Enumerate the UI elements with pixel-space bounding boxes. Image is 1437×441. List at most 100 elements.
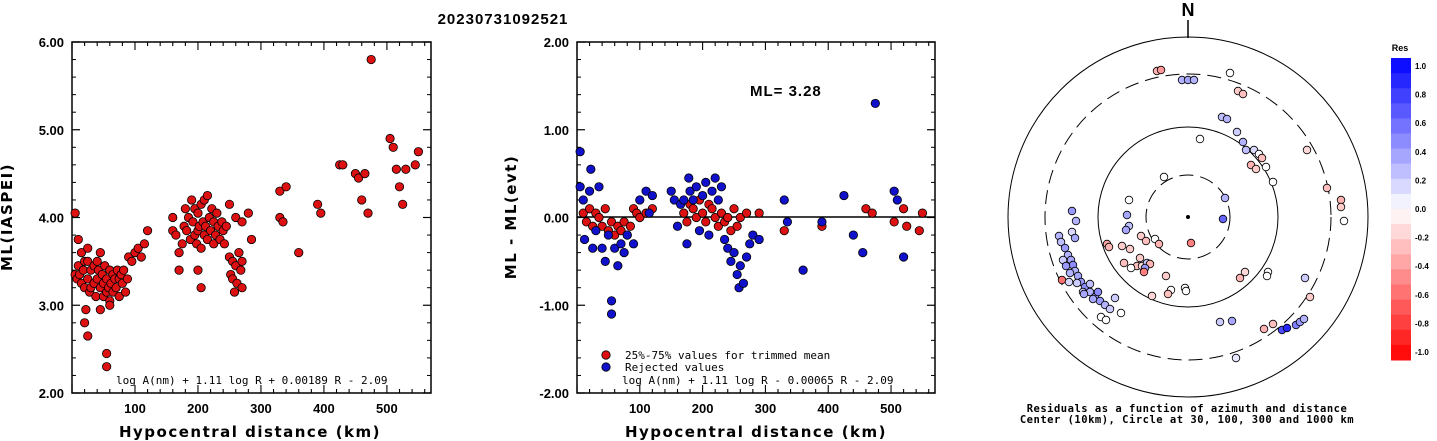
y-tick-label: 4.00 (39, 211, 64, 226)
rejected-point (839, 190, 849, 201)
data-point (102, 362, 112, 372)
residual-point (1305, 292, 1315, 302)
ml-annotation: ML= 3.28 (750, 83, 822, 100)
colorbar-swatch (1391, 299, 1411, 316)
rejected-point (594, 182, 604, 192)
rejected-point (613, 261, 623, 271)
data-point (707, 204, 717, 214)
data-point (735, 212, 745, 223)
panel-azimuth-residuals: N Residuals as a function of azimuth and… (1007, 0, 1369, 426)
residual-point (1159, 172, 1169, 182)
rejected-point (682, 239, 692, 249)
data-point (243, 208, 253, 218)
residual-point (1232, 127, 1242, 137)
data-point (616, 226, 626, 236)
residual-point (1088, 294, 1098, 304)
data-point (111, 283, 121, 293)
data-point (221, 221, 231, 231)
rejected-point (666, 186, 676, 196)
data-point (234, 248, 244, 258)
residual-point (1116, 308, 1126, 318)
data-point (237, 217, 247, 227)
residual-point (1101, 315, 1111, 325)
data-point (70, 208, 80, 218)
data-point (202, 234, 213, 245)
legend-marker-rejected (601, 362, 611, 372)
rejected-point (748, 230, 758, 240)
data-point (357, 195, 367, 205)
colorbar-swatches (1391, 58, 1411, 361)
data-point (914, 226, 924, 236)
panel1-formula: log A(nm) + 1.11 log R + 0.00189 R - 2.0… (116, 374, 388, 387)
residual-point (1181, 286, 1191, 296)
residual-point (1119, 258, 1129, 268)
residual-point (1220, 193, 1230, 203)
colorbar-title: Res (1392, 43, 1409, 53)
data-point (597, 221, 607, 231)
rejected-point (619, 248, 629, 258)
residual-point (1189, 75, 1199, 85)
data-point (294, 248, 304, 258)
colorbar-swatch (1391, 284, 1411, 301)
residual-point (1195, 134, 1205, 144)
data-point (193, 265, 203, 275)
colorbar-tick-label: -0.2 (1415, 234, 1429, 243)
residual-point (1238, 89, 1248, 99)
colorbar-swatch (1391, 269, 1411, 285)
residual-point (1257, 153, 1267, 163)
y-tick-label: 1.00 (544, 123, 569, 138)
rejected-point (701, 177, 711, 187)
residual-point (1299, 314, 1309, 324)
data-point (391, 164, 401, 174)
data-point (224, 199, 235, 209)
residual-point (1072, 278, 1082, 288)
data-point (754, 208, 764, 218)
data-point (83, 243, 93, 253)
rejected-point (745, 239, 755, 249)
data-point (729, 204, 739, 214)
panel2-x-axis: 100 200 300 400 500 (576, 42, 930, 416)
data-point (625, 221, 635, 231)
data-point (142, 226, 153, 236)
rejected-point (735, 261, 745, 271)
residual-point (1056, 237, 1066, 247)
colorbar-swatch (1391, 314, 1411, 331)
panel1-frame (71, 41, 432, 394)
rejected-point (579, 234, 590, 245)
rejected-point (610, 243, 620, 253)
data-point (394, 182, 405, 192)
data-point (578, 208, 588, 218)
rejected-point (694, 226, 705, 236)
colorbar-swatch (1391, 193, 1411, 210)
data-point (917, 208, 928, 218)
colorbar-swatch (1391, 329, 1411, 346)
data-point (679, 208, 689, 218)
rejected-point (817, 217, 827, 227)
rejected-point (586, 164, 596, 174)
data-point (188, 217, 198, 227)
data-point (133, 243, 143, 253)
rejected-point (691, 182, 701, 192)
data-point (119, 265, 129, 275)
rejected-point (889, 186, 899, 196)
data-point (237, 256, 247, 266)
data-point (196, 243, 206, 253)
data-point (83, 274, 93, 284)
panel2-points (575, 98, 928, 319)
panel2-xlabel: Hypocentral distance (km) (625, 423, 887, 441)
colorbar-tick-label: 0.4 (1415, 148, 1427, 157)
rejected-point (600, 256, 610, 266)
y-tick-label: -2.00 (539, 386, 569, 401)
legend-marker-trimmed (601, 350, 611, 360)
data-point (600, 204, 610, 214)
rejected-point (591, 226, 601, 236)
colorbar-tick-label: 0.8 (1415, 91, 1427, 100)
residual-point (1060, 243, 1070, 253)
data-point (360, 169, 370, 179)
residual-point (1147, 291, 1157, 301)
residual-point (1251, 164, 1261, 174)
colorbar-swatch (1391, 209, 1411, 225)
residual-point (1079, 289, 1089, 299)
data-point (182, 226, 192, 236)
